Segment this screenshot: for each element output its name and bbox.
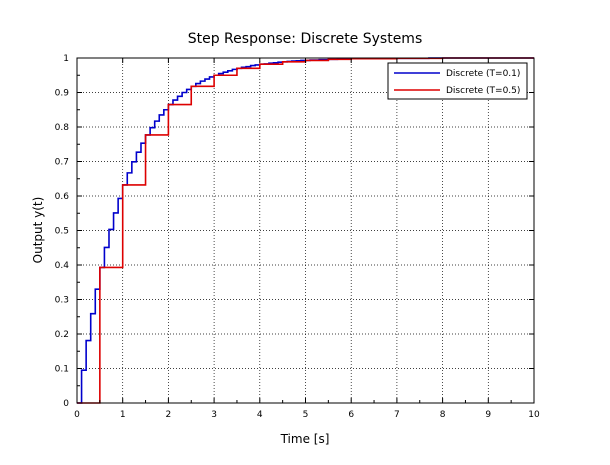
y-tick-label: 0.1	[55, 365, 69, 375]
legend-label: Discrete (T=0.1)	[446, 69, 520, 79]
y-tick-label: 0.7	[55, 158, 69, 168]
y-tick-label: 0.2	[55, 330, 69, 340]
x-axis-label: Time [s]	[280, 432, 330, 446]
y-axis-label: Output y(t)	[31, 197, 45, 264]
x-tick-label: 9	[485, 410, 491, 420]
legend-box	[387, 62, 528, 100]
x-tick-label: 0	[74, 410, 80, 420]
legend: Discrete (T=0.1) Discrete (T=0.5)	[387, 62, 528, 100]
x-tick-label: 2	[166, 410, 172, 420]
x-tick-label: 3	[211, 410, 217, 420]
legend-label: Discrete (T=0.5)	[446, 86, 520, 96]
y-tick-label: 0.4	[55, 261, 70, 271]
y-tick-label: 0.3	[55, 296, 69, 306]
axis-ticks: 0 1 2 3 4 5 6 7 8 9 10 0 0.1 0.2 0.3 0.4 0.5 0.6 0.7 0.8 0.9…	[55, 54, 540, 420]
x-tick-label: 7	[394, 410, 400, 420]
y-tick-label: 0	[63, 399, 69, 409]
x-tick-label: 1	[120, 410, 126, 420]
x-tick-label: 10	[528, 410, 540, 420]
x-tick-label: 6	[348, 410, 354, 420]
chart-title: Step Response: Discrete Systems	[188, 31, 423, 47]
grid-lines	[77, 58, 534, 403]
x-tick-label: 4	[257, 410, 263, 420]
x-tick-label: 8	[440, 410, 446, 420]
y-tick-label: 0.9	[55, 89, 70, 99]
y-tick-label: 0.8	[55, 123, 70, 133]
y-tick-label: 0.5	[55, 227, 69, 237]
x-tick-label: 5	[303, 410, 309, 420]
y-tick-label: 1	[63, 54, 69, 64]
y-tick-label: 0.6	[55, 192, 70, 202]
